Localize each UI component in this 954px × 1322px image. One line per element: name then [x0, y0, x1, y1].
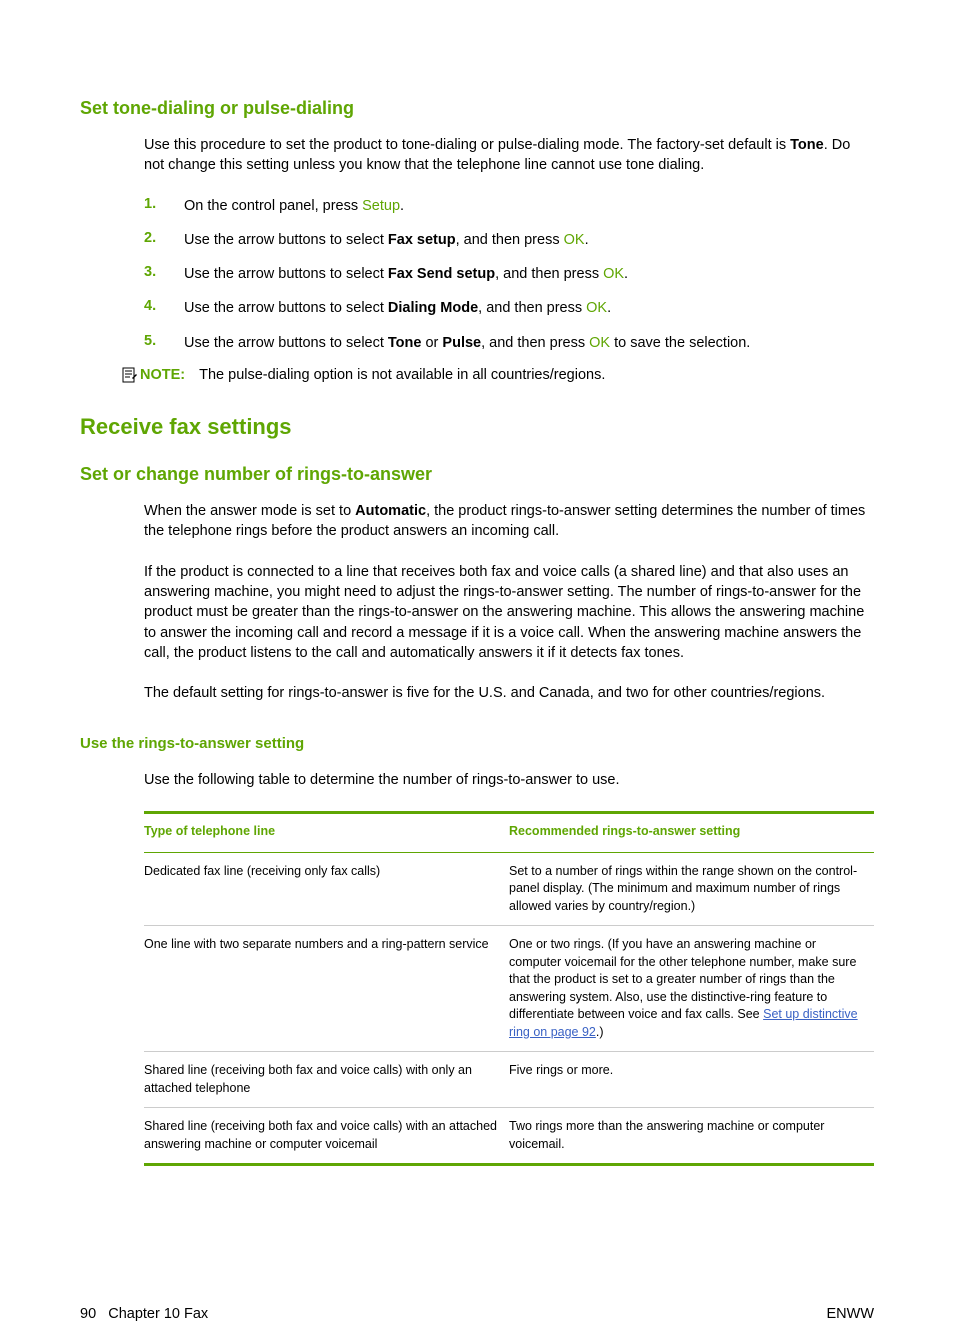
table-row: One line with two separate numbers and a… — [144, 926, 874, 1052]
step-number: 3. — [144, 264, 184, 284]
text: The default setting for rings-to-answer … — [144, 683, 874, 703]
rings-table: Type of telephone line Recommended rings… — [144, 811, 874, 1167]
heading-tone-pulse: Set tone-dialing or pulse-dialing — [80, 98, 874, 119]
text: to save the selection. — [610, 335, 750, 351]
table-header: Type of telephone line — [144, 812, 509, 852]
heading-rings-to-answer: Set or change number of rings-to-answer — [80, 464, 874, 485]
step-number: 1. — [144, 196, 184, 216]
text-bold: Dialing Mode — [388, 300, 478, 316]
step-number: 2. — [144, 230, 184, 250]
text: Use the following table to determine the… — [144, 770, 874, 790]
paragraph: Use this procedure to set the product to… — [80, 135, 874, 176]
ui-label: OK — [564, 232, 585, 248]
table-row: Shared line (receiving both fax and voic… — [144, 1052, 874, 1108]
text: When the answer mode is set to — [144, 503, 355, 519]
text: or — [421, 335, 442, 351]
chapter-label: Chapter 10 Fax — [108, 1306, 208, 1322]
list-item: 4. Use the arrow buttons to select Diali… — [144, 298, 874, 318]
text: . — [607, 300, 611, 316]
text: If the product is connected to a line th… — [144, 562, 874, 663]
table-cell: Five rings or more. — [509, 1052, 874, 1108]
text: , and then press — [478, 300, 586, 316]
table-cell: Set to a number of rings within the rang… — [509, 852, 874, 926]
text: . — [585, 232, 589, 248]
text: Use the arrow buttons to select — [184, 232, 388, 248]
note-icon — [122, 367, 140, 386]
list-item: 5. Use the arrow buttons to select Tone … — [144, 333, 874, 353]
text: .) — [596, 1025, 604, 1039]
table-row: Dedicated fax line (receiving only fax c… — [144, 852, 874, 926]
ui-label: OK — [603, 266, 624, 282]
ui-label: OK — [589, 335, 610, 351]
note-callout: NOTE: The pulse-dialing option is not av… — [122, 367, 874, 386]
step-number: 4. — [144, 298, 184, 318]
heading-receive-fax: Receive fax settings — [80, 414, 874, 440]
text-bold: Tone — [388, 335, 422, 351]
text-bold: Automatic — [355, 503, 426, 519]
note-label: NOTE: — [140, 367, 185, 383]
text-bold: Pulse — [442, 335, 481, 351]
paragraph: When the answer mode is set to Automatic… — [80, 501, 874, 703]
text: . — [400, 198, 404, 214]
list-item: 1. On the control panel, press Setup. — [144, 196, 874, 216]
note-text: The pulse-dialing option is not availabl… — [199, 367, 605, 383]
ui-label: Setup — [362, 198, 400, 214]
text: Use the arrow buttons to select — [184, 335, 388, 351]
table-cell: Shared line (receiving both fax and voic… — [144, 1052, 509, 1108]
list-item: 3. Use the arrow buttons to select Fax S… — [144, 264, 874, 284]
table-cell: Dedicated fax line (receiving only fax c… — [144, 852, 509, 926]
ui-label: OK — [586, 300, 607, 316]
text-bold: Fax Send setup — [388, 266, 495, 282]
ordered-list: 1. On the control panel, press Setup. 2.… — [80, 196, 874, 353]
table-header: Recommended rings-to-answer setting — [509, 812, 874, 852]
document-page: Set tone-dialing or pulse-dialing Use th… — [0, 0, 954, 1216]
table-cell: One line with two separate numbers and a… — [144, 926, 509, 1052]
text-bold: Tone — [790, 137, 824, 153]
text: . — [624, 266, 628, 282]
table-cell: Two rings more than the answering machin… — [509, 1108, 874, 1165]
table-cell: One or two rings. (If you have an answer… — [509, 926, 874, 1052]
text-bold: Fax setup — [388, 232, 456, 248]
text: Use this procedure to set the product to… — [144, 137, 790, 153]
text: Use the arrow buttons to select — [184, 300, 388, 316]
text: , and then press — [456, 232, 564, 248]
page-footer: 90 Chapter 10 Fax ENWW — [0, 1306, 954, 1322]
heading-use-rings: Use the rings-to-answer setting — [80, 735, 874, 752]
text: , and then press — [481, 335, 589, 351]
footer-right: ENWW — [826, 1306, 874, 1322]
table-cell: Shared line (receiving both fax and voic… — [144, 1108, 509, 1165]
list-item: 2. Use the arrow buttons to select Fax s… — [144, 230, 874, 250]
text: On the control panel, press — [184, 198, 362, 214]
page-number: 90 — [80, 1306, 96, 1322]
text: Use the arrow buttons to select — [184, 266, 388, 282]
step-number: 5. — [144, 333, 184, 353]
paragraph: Use the following table to determine the… — [80, 770, 874, 790]
text: , and then press — [495, 266, 603, 282]
table-row: Shared line (receiving both fax and voic… — [144, 1108, 874, 1165]
